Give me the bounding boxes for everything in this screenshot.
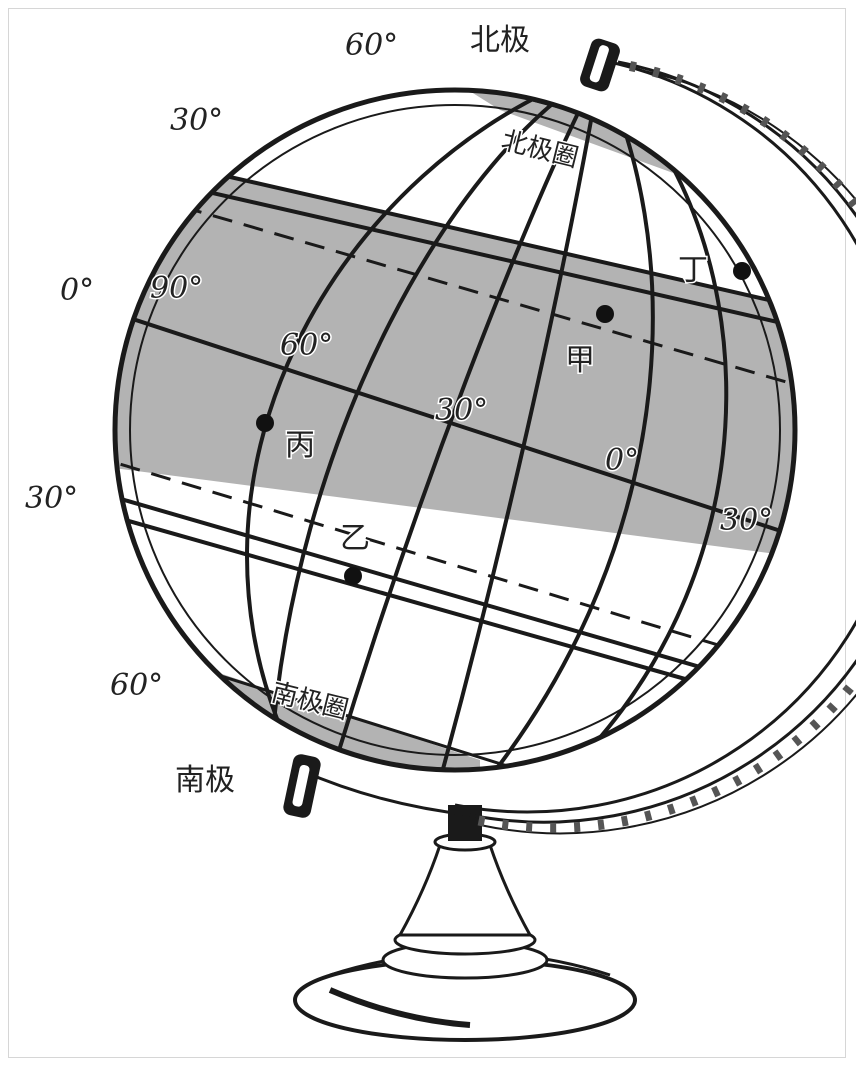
south-pole-label: 南极 [175,763,235,798]
point-yi-label: 乙 [340,521,370,556]
point-ding-label: 丁 [678,253,708,288]
globe-sphere [112,87,798,773]
lat-30-left-label: 30° [25,481,78,516]
globe-stand [293,805,637,1042]
lon-30-label: 30° [435,393,488,428]
point-ding-dot [733,262,751,280]
lat-60-bottom-label: 60° [110,668,163,703]
point-yi-dot [344,567,362,585]
point-bing-dot [256,414,274,432]
point-jia-dot [596,305,614,323]
north-pole-cap [580,38,620,92]
lat-60-top-label: 60° [345,28,398,63]
lon-60-label: 60° [280,328,333,363]
meridian-ring [299,58,856,835]
point-bing-label: 丙 [285,428,315,463]
point-jia-label: 甲 [565,343,595,378]
lon-30-right-label: 30° [720,503,773,538]
north-pole-label: 北极 [470,23,530,58]
lat-0-label: 0° [60,273,94,308]
lon-0-label: 0° [605,443,639,478]
lat-30-top-label: 30° [170,103,223,138]
point-markers [256,262,751,585]
south-pole-cap [283,754,321,818]
lon-90-label: 90° [150,271,203,306]
